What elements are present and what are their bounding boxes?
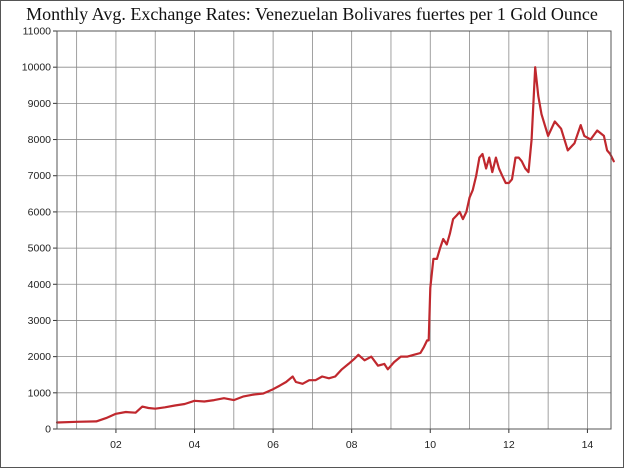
y-tick-label: 10000 <box>22 62 51 74</box>
x-tick-label: 08 <box>346 439 358 451</box>
gridlines <box>57 30 611 430</box>
x-tick-label: 06 <box>267 439 279 451</box>
series-group <box>55 66 615 424</box>
y-tick-label: 11000 <box>23 26 52 38</box>
y-tick-label: 1000 <box>28 387 52 399</box>
x-tick-label: 02 <box>110 439 122 451</box>
x-tick-label: 10 <box>424 439 436 451</box>
series-line <box>55 66 615 424</box>
y-tick-label: 8000 <box>28 134 52 146</box>
y-tick-label: 6000 <box>28 206 52 218</box>
plot-area-border <box>56 30 612 430</box>
y-axis: 0 1000 2000 3000 4000 5000 6000 7000 8000 9000 100… <box>22 26 57 436</box>
y-tick-label: 2000 <box>28 351 52 363</box>
y-tick-label: 0 <box>45 424 51 436</box>
y-tick-label: 5000 <box>28 243 52 255</box>
chart-title: Monthly Avg. Exchange Rates: Venezuelan … <box>26 4 598 24</box>
x-tick-label: 04 <box>189 439 201 451</box>
x-axis: 02 04 06 08 10 12 14 <box>110 429 593 451</box>
y-tick-label: 9000 <box>28 98 52 110</box>
x-tick-label: 12 <box>503 439 515 451</box>
y-tick-label: 3000 <box>28 315 52 327</box>
y-tick-label: 7000 <box>28 170 52 182</box>
x-tick-label: 14 <box>582 439 594 451</box>
y-tick-label: 4000 <box>28 279 52 291</box>
